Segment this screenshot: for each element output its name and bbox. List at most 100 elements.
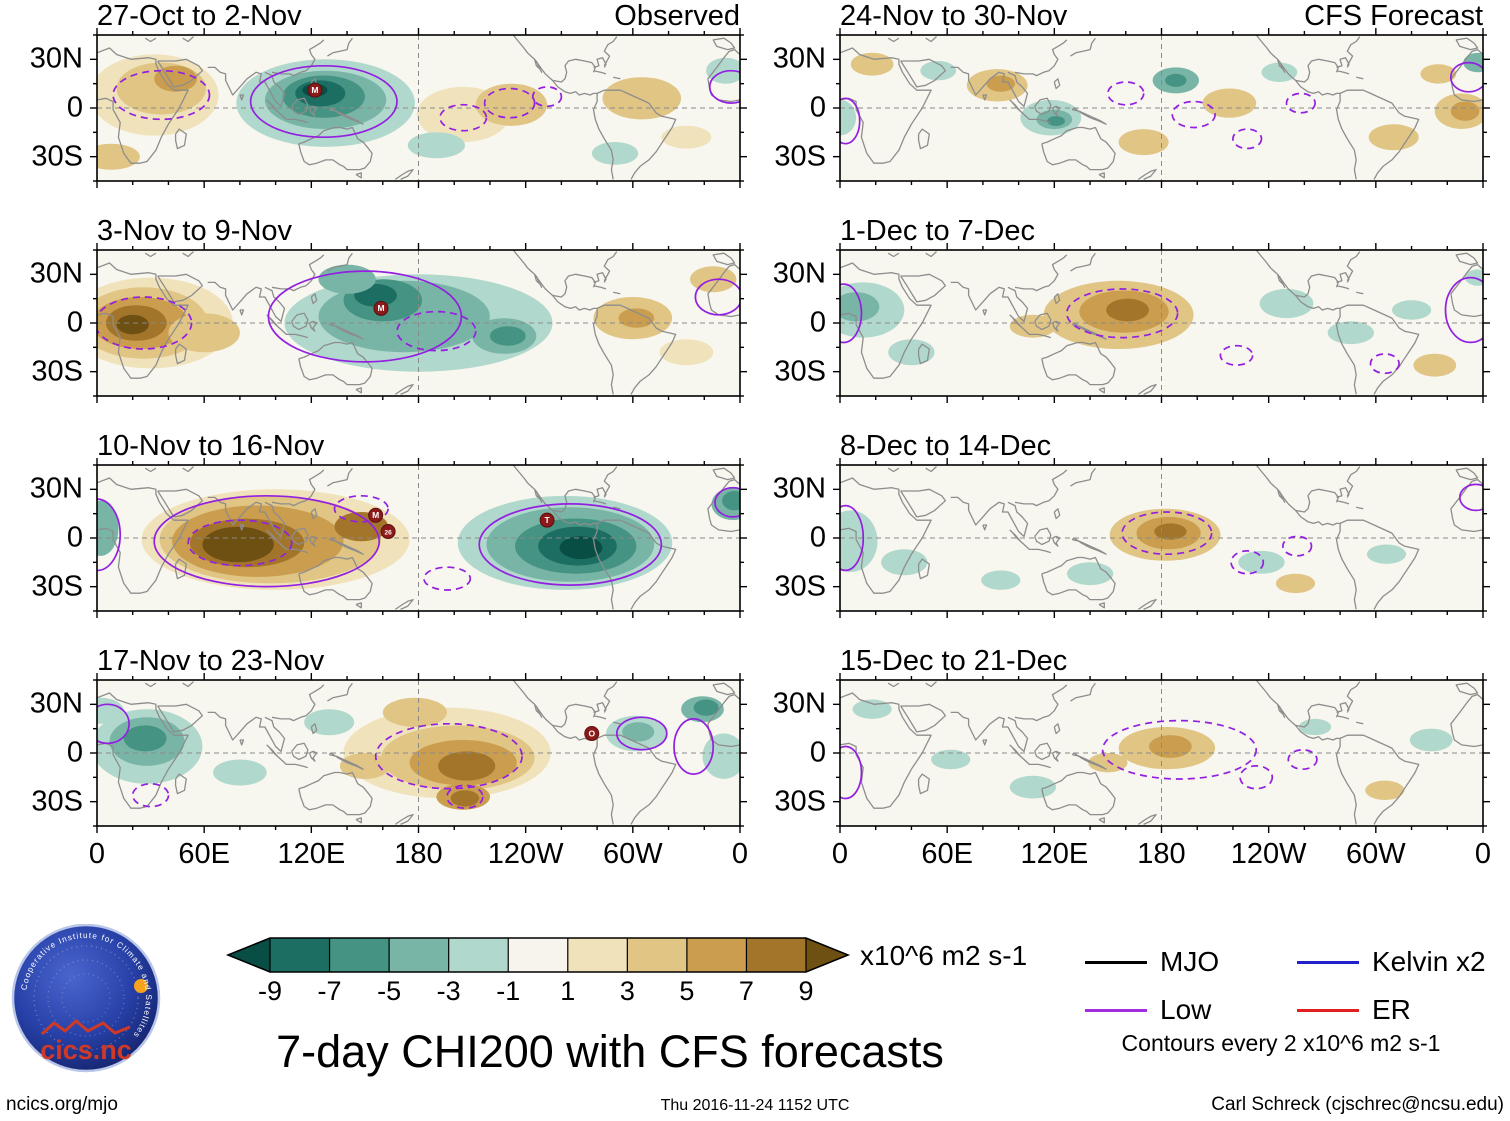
column-header-forecast: CFS Forecast (1304, 0, 1483, 32)
map-panel-forecast-1: 24-Nov to 30-Nov CFS Forecast 30N 0 30S (773, 0, 1490, 188)
lat-tick-label: 0 (809, 91, 826, 124)
lon-axis-forecast: 0 60E 120E 180 120W 60W 0 (832, 838, 1491, 876)
colorbar-tick-label: -3 (436, 976, 461, 1006)
anomaly-blobs (97, 264, 737, 372)
logo-sun-icon (134, 979, 148, 993)
lat-tick-label: 0 (809, 306, 826, 339)
legend-item-er: ER (1297, 994, 1510, 1026)
logo-mountain-line (40, 1019, 131, 1036)
colorbar-tick-label: 7 (738, 976, 754, 1006)
lon-tick-label: 120E (1020, 838, 1089, 870)
lon-axis-observed: 0 60E 120E 180 120W 60W 0 (89, 838, 748, 876)
panel-title: 15-Dec to 21-Dec (840, 645, 1068, 677)
anomaly-map: O (90, 673, 747, 833)
panel-title: 24-Nov to 30-Nov (840, 0, 1068, 32)
colorbar-tick-label: 1 (560, 976, 576, 1006)
lat-tick-label: 30N (772, 42, 826, 75)
lon-tick-label: 180 (394, 838, 443, 870)
svg-text:M: M (311, 85, 318, 95)
column-header-observed: Observed (614, 0, 740, 32)
storm-marker: 26 (380, 524, 396, 540)
storm-marker: M (307, 82, 323, 98)
contour-note: Contours every 2 x10^6 m2 s-1 (1121, 1030, 1441, 1056)
svg-text:26: 26 (385, 529, 393, 536)
wave-legend: MJO Kelvin x2 Low ER (1085, 946, 1510, 1026)
storm-marker: O (584, 726, 600, 742)
legend-item-kelvin: Kelvin x2 (1297, 946, 1510, 978)
axis-ticks (833, 28, 1490, 188)
svg-text:M: M (377, 303, 384, 313)
low-line-swatch (1085, 1008, 1147, 1012)
map-panel-observed-1: 27-Oct to 2-Nov Observed M 30N 0 30S (30, 0, 747, 188)
lat-tick-label: 0 (66, 736, 83, 769)
legend-label: MJO (1160, 946, 1220, 977)
coastlines (840, 465, 1483, 610)
panel-title: 27-Oct to 2-Nov (97, 0, 302, 32)
lat-tick-label: 0 (66, 306, 83, 339)
footer-timestamp: Thu 2016-11-24 1152 UTC (660, 1097, 850, 1114)
map-layers (840, 465, 1483, 611)
lat-tick-label: 0 (809, 736, 826, 769)
anomaly-map (833, 458, 1490, 618)
anomaly-map (833, 673, 1490, 833)
map-layers (840, 680, 1483, 826)
colorbar: -9 -7 -5 -3 -1 1 3 5 7 9 (225, 937, 851, 1006)
kelvin-line-swatch (1297, 960, 1359, 964)
panel-title: 17-Nov to 23-Nov (97, 645, 325, 677)
map-panel-forecast-4: 15-Dec to 21-Dec 30N 0 30S (773, 645, 1490, 833)
wave-contours (112, 64, 740, 139)
lon-tick-label: 60W (1346, 838, 1406, 870)
legend-label: Kelvin x2 (1372, 946, 1486, 977)
anomaly-blobs (840, 52, 1483, 156)
storm-marker: T (539, 512, 555, 528)
lon-tick-label: 60E (921, 838, 973, 870)
er-line-swatch (1297, 1008, 1359, 1012)
map-panel-forecast-3: 8-Dec to 14-Dec 30N 0 30S (773, 430, 1490, 618)
map-layers (840, 35, 1483, 181)
colorbar-scale (225, 937, 851, 973)
map-panel-forecast-2: 1-Dec to 7-Dec 30N 0 30S (773, 215, 1490, 403)
lat-tick-label: 30S (31, 140, 83, 173)
map-panel-observed-4: 17-Nov to 23-Nov O 30N 0 30S (30, 645, 747, 833)
lat-tick-label: 30N (29, 42, 83, 75)
colorbar-unit-label: x10^6 m2 s-1 (860, 940, 1028, 971)
map-layers (97, 680, 740, 826)
map-layers (97, 250, 740, 396)
coastlines (97, 680, 740, 825)
coastlines (840, 680, 1483, 825)
map-layers (97, 35, 740, 181)
colorbar-tick-label: -1 (496, 976, 521, 1006)
lat-tick-label: 30N (772, 687, 826, 720)
map-layers (97, 465, 740, 611)
anomaly-map: M 26 T (90, 458, 747, 618)
figure-title: 7-day CHI200 with CFS forecasts (276, 1026, 944, 1077)
lon-tick-label: 0 (1474, 838, 1492, 870)
svg-text:M: M (372, 510, 379, 520)
panel-title: 8-Dec to 14-Dec (840, 430, 1052, 462)
legend-item-mjo: MJO (1085, 946, 1297, 978)
svg-text:O: O (588, 728, 595, 738)
colorbar-tick-label: 5 (679, 976, 695, 1006)
lon-tick-label: 120W (487, 838, 564, 870)
wave-contours (840, 719, 1318, 800)
anomaly-blobs (852, 699, 1453, 800)
wave-contours (97, 270, 740, 363)
map-border (96, 679, 741, 827)
lat-tick-label: 30S (31, 570, 83, 603)
coastlines (840, 35, 1483, 180)
lat-tick-label: 30N (772, 257, 826, 290)
anomaly-map (833, 28, 1490, 188)
lon-tick-label: 60W (603, 838, 663, 870)
wave-contours (840, 61, 1483, 150)
logo-orbit-ring (47, 959, 125, 1037)
colorbar-tick-label: -7 (317, 976, 342, 1006)
storm-marker: M (368, 507, 384, 523)
anomaly-blobs (840, 508, 1407, 594)
logo-wordmark: cics.nc (40, 1035, 132, 1065)
map-panel-observed-3: 10-Nov to 16-Nov M 26 T 30N 0 30S (30, 430, 747, 618)
coastlines (840, 250, 1483, 395)
map-border (839, 34, 1484, 182)
cics-logo: Cooperative Institute for Climate and Sa… (11, 924, 161, 1073)
colorbar-tick-label: 3 (619, 976, 635, 1006)
wave-contours (97, 703, 715, 810)
